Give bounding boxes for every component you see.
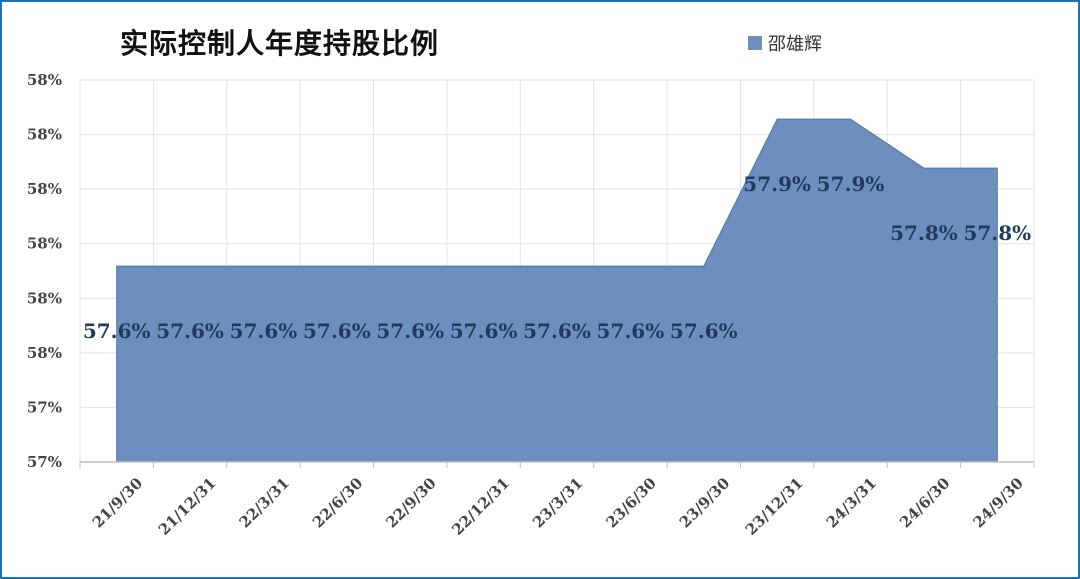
series-area <box>116 118 998 463</box>
x-tick-label: 24/3/31 <box>823 474 880 531</box>
legend: 邵雄辉 <box>748 30 822 56</box>
data-label: 57.6% <box>156 319 224 343</box>
x-tick-label: 22/9/30 <box>382 474 439 531</box>
data-label: 57.6% <box>376 319 444 343</box>
data-label: 57.8% <box>890 221 958 245</box>
y-tick-label: 58% <box>27 289 62 307</box>
x-tick-label: 23/12/31 <box>742 474 807 539</box>
x-tick-label: 22/6/30 <box>309 474 366 531</box>
x-tick-label: 23/6/30 <box>603 474 660 531</box>
data-label: 57.6% <box>83 319 151 343</box>
data-label: 57.9% <box>817 172 885 196</box>
data-label: 57.9% <box>743 172 811 196</box>
x-tick-label: 21/9/30 <box>89 474 146 531</box>
data-label: 57.6% <box>670 319 738 343</box>
y-tick-label: 57% <box>27 398 62 416</box>
data-label: 57.6% <box>230 319 298 343</box>
x-tick-label: 24/6/30 <box>896 474 953 531</box>
y-tick-label: 58% <box>27 235 62 253</box>
data-label: 57.6% <box>450 319 518 343</box>
y-tick-label: 58% <box>27 344 62 362</box>
y-tick-label: 58% <box>27 180 62 198</box>
data-label: 57.6% <box>597 319 665 343</box>
y-tick-label: 58% <box>27 71 62 89</box>
data-label: 57.6% <box>523 319 591 343</box>
data-label: 57.6% <box>303 319 371 343</box>
y-tick-label: 57% <box>27 453 62 471</box>
y-tick-label: 58% <box>27 126 62 144</box>
data-label: 57.8% <box>963 221 1031 245</box>
x-tick-label: 21/12/31 <box>155 474 220 539</box>
x-tick-label: 24/9/30 <box>969 474 1026 531</box>
legend-swatch <box>748 36 762 50</box>
x-tick-label: 23/9/30 <box>676 474 733 531</box>
chart-title: 实际控制人年度持股比例 <box>120 27 440 60</box>
x-tick-label: 23/3/31 <box>529 474 586 531</box>
x-tick-label: 22/3/31 <box>236 474 293 531</box>
x-tick-label: 22/12/31 <box>448 474 513 539</box>
legend-label: 邵雄辉 <box>768 34 822 55</box>
